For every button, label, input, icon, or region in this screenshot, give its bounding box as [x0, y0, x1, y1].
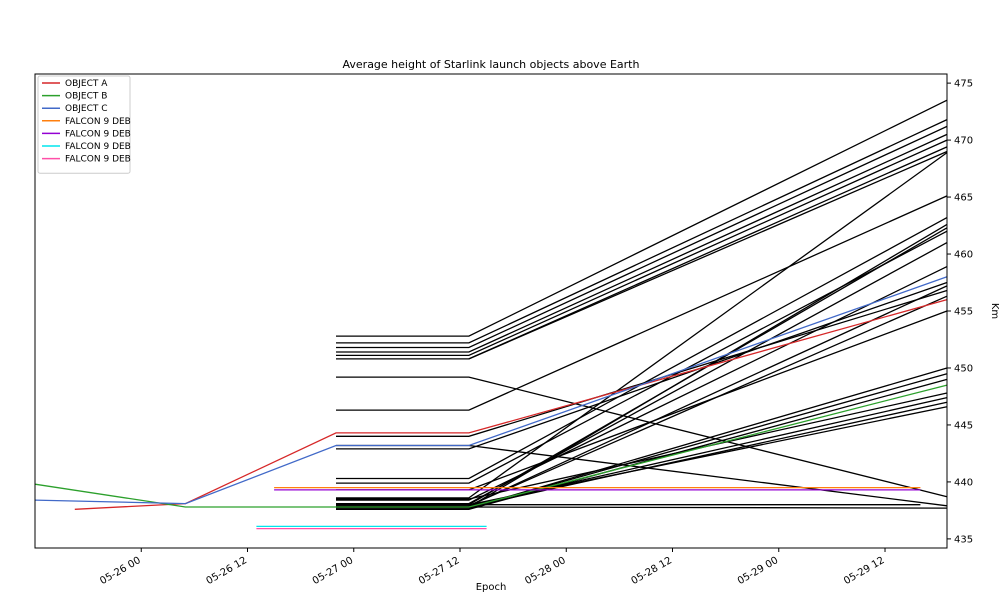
x-tick-label: 05-29 00 [736, 555, 780, 587]
unlabeled-series-line [336, 139, 948, 357]
y-tick-label: 450 [954, 363, 973, 374]
x-tick-label: 05-27 00 [311, 555, 355, 587]
legend-label: OBJECT A [65, 79, 108, 89]
series-line-1 [74, 298, 948, 510]
legend: OBJECT A OBJECT B OBJECT C FALCON 9 DEB FALC… [37, 75, 131, 174]
unlabeled-series-line [336, 376, 948, 498]
legend-label: FALCON 9 DEB [65, 155, 131, 165]
unlabeled-series-line [336, 119, 948, 344]
x-tick-label: 05-26 12 [205, 555, 249, 587]
unlabeled-series-line [336, 392, 948, 500]
unlabeled-series-line [336, 378, 948, 510]
x-tick-label: 05-27 12 [417, 555, 461, 587]
unlabeled-series-line [336, 125, 948, 349]
plot-frame [34, 73, 948, 549]
unlabeled-series-line [336, 242, 948, 505]
unlabeled-series-line [336, 99, 948, 337]
unlabeled-series-line [468, 285, 948, 507]
y-tick-label: 445 [954, 420, 973, 431]
unlabeled-series-line [336, 152, 948, 499]
series-line-2 [34, 384, 948, 508]
series-line-3 [34, 276, 948, 505]
legend-label: FALCON 9 DEB [65, 117, 131, 127]
y-tick-label: 465 [954, 193, 973, 204]
y-tick-label: 475 [954, 79, 973, 90]
unlabeled-series-line [336, 146, 948, 360]
legend-box [37, 75, 131, 174]
unlabeled-series-line [336, 217, 948, 480]
legend-label: OBJECT B [65, 92, 107, 102]
y-tick-label: 470 [954, 136, 973, 147]
x-tick-label: 05-26 00 [98, 555, 142, 587]
x-tick-label: 05-28 00 [523, 555, 567, 587]
y-tick-label: 435 [954, 534, 973, 545]
plot-lines [34, 99, 948, 530]
x-tick-label: 05-28 12 [630, 555, 674, 587]
legend-label: FALCON 9 DEB [65, 142, 131, 152]
x-tick-label: 05-29 12 [842, 555, 886, 587]
unlabeled-series-line [336, 289, 948, 437]
x-axis-label: Epoch [476, 582, 507, 593]
unlabeled-series-line [336, 195, 948, 411]
unlabeled-series-line [336, 223, 948, 508]
unlabeled-series-line [336, 281, 948, 450]
y-axis-label: Km [989, 303, 1000, 319]
legend-label: OBJECT C [65, 104, 108, 114]
unlabeled-series-line [336, 444, 948, 507]
unlabeled-series-line [336, 230, 948, 484]
y-tick-label: 440 [954, 477, 973, 488]
y-axis-ticks: 435 440 445 450 455 460 465 470 475 [947, 79, 973, 545]
y-tick-label: 455 [954, 307, 973, 318]
unlabeled-series-line [468, 373, 948, 509]
chart-title: Average height of Starlink launch object… [343, 58, 640, 71]
unlabeled-series-line [468, 150, 948, 360]
legend-label: FALCON 9 DEB [65, 129, 131, 139]
y-tick-label: 460 [954, 250, 973, 261]
unlabeled-series-line [336, 133, 948, 353]
